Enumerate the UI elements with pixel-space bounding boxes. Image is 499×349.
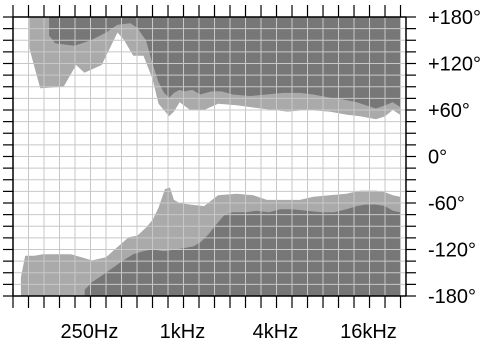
y-tick-label: +60° [428,100,470,122]
x-tick-label: 16kHz [340,321,397,343]
y-tick-label: +120° [428,54,481,76]
y-tick-label: 0° [428,147,447,169]
y-tick-label: -60° [428,193,465,215]
tick-labels: +180° +120° +60° 0° -60° -120° -180° 250Hz 1kHz 4… [61,7,482,343]
grid [13,17,406,296]
y-tick-label: -180° [428,286,476,308]
x-tick-label: 250Hz [61,321,119,343]
y-tick-label: +180° [428,7,481,29]
y-tick-label: -120° [428,240,476,262]
x-tick-label: 4kHz [253,321,299,343]
axes [3,5,416,308]
x-tick-label: 1kHz [160,321,206,343]
